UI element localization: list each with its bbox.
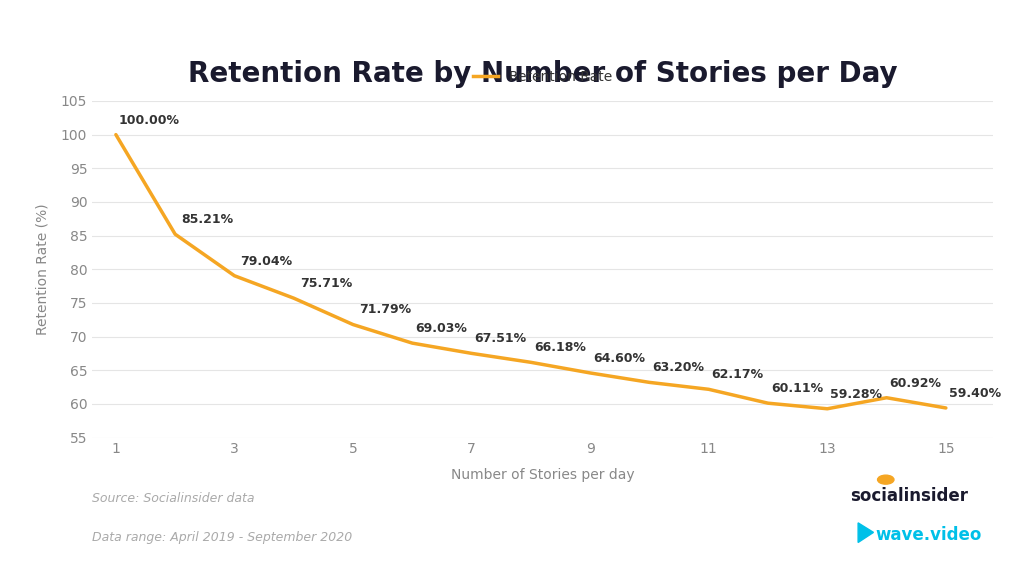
Text: 85.21%: 85.21% bbox=[181, 213, 233, 226]
Text: 79.04%: 79.04% bbox=[241, 255, 293, 268]
Text: 60.11%: 60.11% bbox=[771, 382, 823, 395]
Y-axis label: Retention Rate (%): Retention Rate (%) bbox=[36, 204, 50, 335]
Text: 66.18%: 66.18% bbox=[534, 341, 586, 354]
Legend: Retention Rate: Retention Rate bbox=[468, 64, 617, 89]
Text: Data range: April 2019 - September 2020: Data range: April 2019 - September 2020 bbox=[92, 531, 352, 544]
Title: Retention Rate by Number of Stories per Day: Retention Rate by Number of Stories per … bbox=[188, 59, 897, 88]
Text: 63.20%: 63.20% bbox=[652, 361, 705, 374]
Text: 62.17%: 62.17% bbox=[712, 368, 764, 381]
Text: 75.71%: 75.71% bbox=[300, 277, 352, 290]
Text: socialinsider: socialinsider bbox=[850, 487, 968, 505]
Text: 59.28%: 59.28% bbox=[830, 388, 883, 401]
Text: wave.video: wave.video bbox=[876, 526, 982, 544]
Text: 60.92%: 60.92% bbox=[890, 376, 941, 390]
Text: 69.03%: 69.03% bbox=[416, 322, 467, 335]
Text: 71.79%: 71.79% bbox=[359, 304, 411, 316]
X-axis label: Number of Stories per day: Number of Stories per day bbox=[451, 467, 635, 481]
Text: 67.51%: 67.51% bbox=[474, 332, 526, 345]
Text: 59.40%: 59.40% bbox=[949, 387, 1000, 400]
Text: 100.00%: 100.00% bbox=[119, 113, 180, 127]
Text: 64.60%: 64.60% bbox=[593, 352, 645, 365]
Text: Source: Socialinsider data: Source: Socialinsider data bbox=[92, 492, 255, 505]
